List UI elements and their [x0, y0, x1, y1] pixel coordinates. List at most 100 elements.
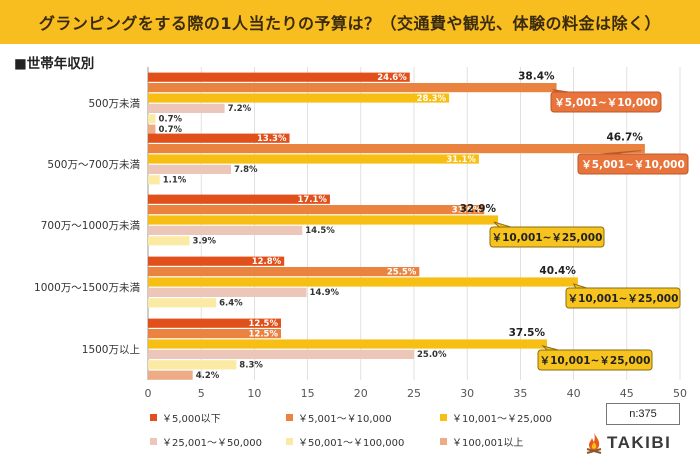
category-label-1: 500万～700万未満 [47, 159, 140, 171]
callout-box-4 [537, 349, 653, 371]
title-bar: グランピングをする際の1人当たりの予算は？（交通費や観光、体験の料金は除く） [0, 0, 700, 44]
callout-text-4: ￥10,001~￥25,000 [540, 355, 651, 367]
x-tick-label-10: 50 [673, 387, 687, 400]
category-label-3: 1000万～1500万未満 [34, 282, 140, 294]
data-label-g3-s4: 6.4% [219, 299, 243, 309]
bar-g1-s4 [148, 175, 160, 185]
data-label-g0-s2: 28.3% [417, 94, 447, 104]
data-label-g1-s1: 46.7% [606, 131, 643, 143]
bar-g0-s4 [148, 114, 156, 124]
data-label-g2-s3: 14.5% [305, 226, 335, 236]
data-label-g3-s0: 12.8% [252, 257, 282, 267]
campfire-icon [586, 433, 602, 454]
bar-g4-s4 [148, 360, 237, 370]
callout-text-1: ￥5,001~￥10,000 [581, 159, 685, 171]
bar-g3-s2 [148, 277, 578, 287]
bar-g2-s3 [148, 225, 303, 235]
bar-g2-s0 [148, 194, 330, 204]
bar-g3-s0 [148, 256, 285, 266]
legend-label-1: ￥5,001～￥10,000 [298, 414, 392, 425]
x-tick-label-9: 45 [620, 387, 634, 400]
bar-g1-s1 [148, 144, 645, 154]
bar-g2-s4 [148, 236, 190, 246]
data-label-g4-s4: 8.3% [239, 361, 263, 371]
legend-swatch-4 [286, 438, 293, 445]
legend-swatch-5 [440, 438, 447, 445]
bar-g3-s3 [148, 287, 307, 297]
data-label-g0-s0: 24.6% [377, 73, 407, 83]
legend-label-4: ￥50,001～￥100,000 [298, 438, 405, 449]
callout-box-3 [565, 287, 681, 309]
data-label-g0-s5: 0.7% [158, 125, 182, 135]
category-label-4: 1500万以上 [82, 344, 140, 356]
legend-swatch-0 [150, 414, 157, 421]
legend-item-4: ￥50,001～￥100,000 [286, 434, 404, 449]
sample-size-box: n:375 [606, 403, 680, 425]
data-label-g4-s1: 12.5% [249, 329, 279, 339]
chart-subtitle: ■世帯年収別 [14, 56, 95, 72]
bar-g0-s2 [148, 93, 450, 103]
data-label-g2-s2: 32.9% [460, 203, 497, 215]
brand-name: TAKIBI [607, 433, 672, 452]
sample-size-text: n:375 [629, 408, 657, 420]
callout-box-1 [577, 153, 689, 175]
legend-label-2: ￥10,001～￥25,000 [452, 414, 552, 425]
bar-g1-s2 [148, 154, 479, 164]
x-tick-label-3: 15 [301, 387, 315, 400]
data-label-g0-s3: 7.2% [228, 104, 252, 114]
data-label-g1-s2: 31.1% [446, 155, 476, 165]
bar-g4-s5 [148, 370, 193, 380]
data-label-g2-s4: 3.9% [192, 237, 216, 247]
bar-g0-s1 [148, 83, 557, 93]
bar-g4-s1 [148, 329, 281, 339]
data-label-g3-s1: 25.5% [387, 267, 417, 277]
bar-g0-s3 [148, 103, 225, 113]
bar-g0-s5 [148, 124, 156, 134]
bar-g4-s2 [148, 339, 547, 349]
data-label-g1-s0: 13.3% [257, 134, 287, 144]
data-label-g0-s4: 0.7% [158, 115, 182, 125]
x-tick-label-4: 20 [354, 387, 368, 400]
legend-item-1: ￥5,001～￥10,000 [286, 410, 392, 425]
legend-item-3: ￥25,001～￥50,000 [150, 434, 262, 449]
x-tick-label-5: 25 [407, 387, 421, 400]
category-label-0: 500万未満 [88, 98, 140, 110]
bar-g1-s0 [148, 133, 290, 143]
data-label-g4-s0: 12.5% [249, 319, 279, 329]
data-label-g1-s4: 1.1% [163, 176, 187, 186]
legend-label-5: ￥100,001以上 [452, 438, 524, 449]
callout-box-0 [550, 91, 662, 113]
bar-g2-s2 [148, 215, 499, 225]
bar-g3-s4 [148, 298, 217, 308]
bar-g0-s0 [148, 72, 410, 82]
legend-item-5: ￥100,001以上 [440, 434, 523, 449]
legend-label-0: ￥5,000以下 [162, 414, 221, 425]
x-tick-label-8: 40 [567, 387, 581, 400]
legend-label-3: ￥25,001～￥50,000 [162, 438, 262, 449]
bar-g3-s1 [148, 267, 420, 277]
callout-text-0: ￥5,001~￥10,000 [554, 97, 658, 109]
data-label-g0-s1: 38.4% [518, 70, 555, 82]
bar-g1-s3 [148, 164, 231, 174]
data-label-g1-s3: 7.8% [234, 165, 258, 175]
bar-g2-s1 [148, 205, 485, 215]
x-tick-label-7: 35 [513, 387, 527, 400]
legend-swatch-2 [440, 414, 447, 421]
data-label-g3-s2: 40.4% [539, 265, 576, 277]
callout-box-2 [489, 226, 605, 248]
legend-item-0: ￥5,000以下 [150, 410, 221, 425]
data-label-g3-s3: 14.9% [310, 288, 340, 298]
legend-swatch-3 [150, 438, 157, 445]
bar-g4-s0 [148, 318, 281, 328]
x-tick-label-0: 0 [145, 387, 152, 400]
data-label-g4-s3: 25.0% [417, 350, 447, 360]
bar-g4-s3 [148, 349, 414, 359]
data-label-g4-s5: 4.2% [196, 371, 220, 381]
callout-text-3: ￥10,001~￥25,000 [568, 293, 679, 305]
x-tick-label-6: 30 [460, 387, 474, 400]
x-tick-label-2: 10 [247, 387, 261, 400]
category-label-2: 700万～1000万未満 [41, 220, 141, 232]
data-label-g2-s1: 31.6% [452, 205, 482, 215]
brand-logo: TAKIBI [585, 432, 671, 454]
